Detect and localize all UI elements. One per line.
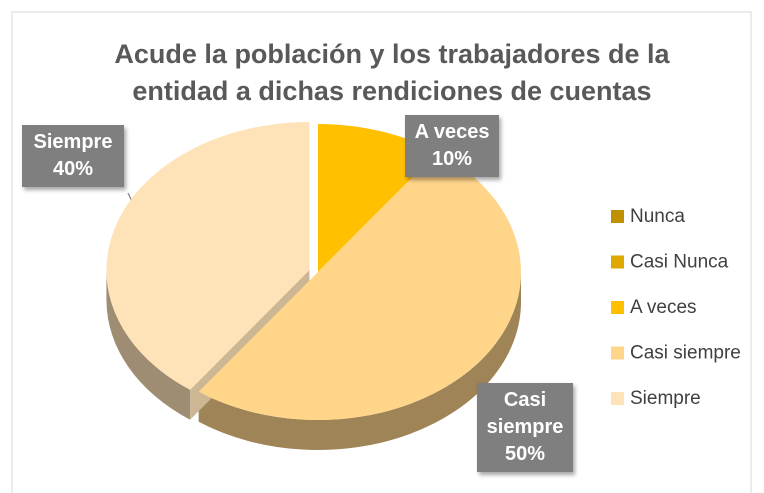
slice-side <box>198 272 521 451</box>
legend-swatch <box>611 346 624 360</box>
data-label: Siempre 40% <box>22 125 124 187</box>
data-label-category: A veces <box>414 121 490 143</box>
legend-label: Casi Nunca <box>630 252 729 273</box>
legend-label: A veces <box>630 297 697 318</box>
legend-label: Casi siempre <box>630 343 741 364</box>
slice <box>106 122 310 390</box>
data-label-category: Siempre <box>33 131 113 153</box>
chart-title: entidad a dichas rendiciones de cuentas <box>132 76 651 106</box>
slice-side <box>106 270 191 420</box>
slice <box>198 152 521 420</box>
legend-swatch <box>611 301 624 314</box>
data-label-value: 10% <box>431 148 473 170</box>
legend-label: Siempre <box>630 388 701 409</box>
data-label-value: 40% <box>52 158 94 180</box>
data-label-value: 50% <box>504 443 546 465</box>
legend-swatch <box>611 255 624 269</box>
legend-swatch <box>611 392 624 405</box>
data-label-category: Casi siempre <box>486 389 564 438</box>
data-label: Casi siempre 50% <box>477 383 573 472</box>
chart-title: Acude la población y los trabajadores de… <box>114 39 670 69</box>
legend-label: Nunca <box>630 206 685 227</box>
data-label: A veces 10% <box>405 115 499 177</box>
legend-swatch <box>611 210 624 223</box>
